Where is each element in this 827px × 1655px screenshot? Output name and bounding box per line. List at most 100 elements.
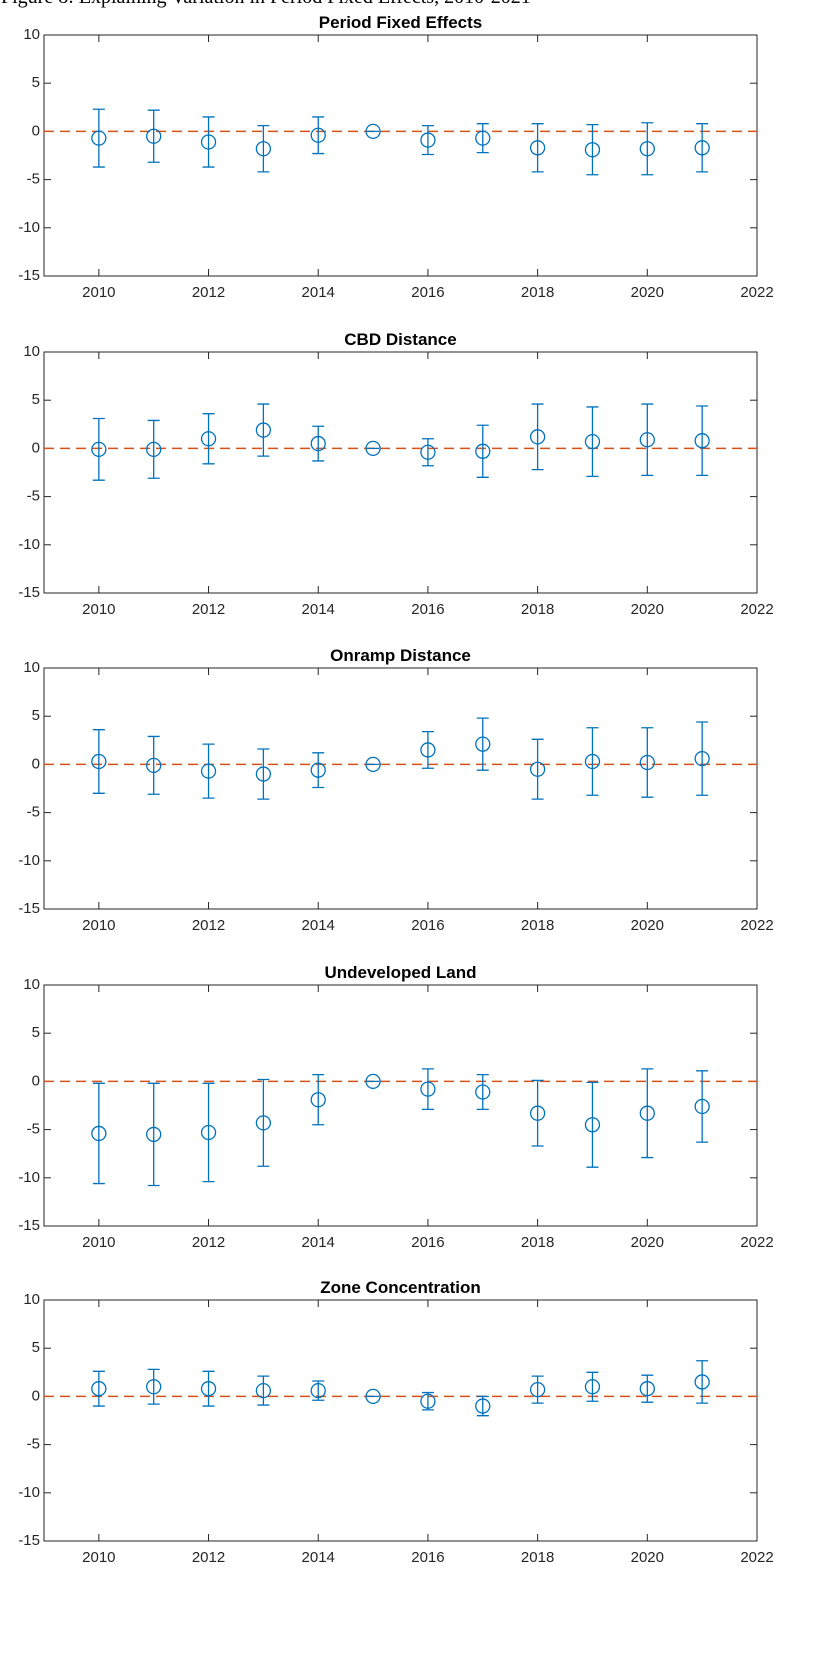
error-bar	[641, 122, 654, 176]
point	[310, 435, 326, 452]
y-tick-label: -5	[27, 1121, 40, 1138]
point	[200, 134, 217, 150]
error-bar	[147, 735, 160, 795]
error-bar	[257, 748, 270, 800]
error-bar	[257, 1078, 270, 1167]
y-tick-label: -10	[18, 852, 40, 869]
error-bar	[147, 419, 160, 479]
y-tick-label: -10	[18, 536, 40, 553]
error-bar	[421, 730, 434, 769]
point	[146, 128, 162, 144]
y-tick-label: 10	[23, 1291, 40, 1308]
error-bar	[147, 109, 160, 163]
x-tick-label: 2022	[740, 1549, 773, 1566]
error-bar	[641, 1068, 654, 1159]
x-tick-label: 2016	[411, 917, 444, 934]
point	[694, 1098, 710, 1115]
y-tick-label: 5	[32, 1024, 40, 1041]
point	[475, 1084, 491, 1100]
x-tick-label: 2018	[521, 1549, 554, 1566]
point	[584, 1379, 601, 1395]
point	[694, 140, 710, 156]
point	[310, 1382, 326, 1399]
error-bar	[92, 1370, 105, 1407]
point	[694, 750, 710, 767]
point	[365, 1388, 381, 1405]
x-tick-label: 2014	[302, 1234, 335, 1251]
axes-box	[43, 1299, 758, 1542]
error-bar	[586, 727, 599, 796]
error-bar	[147, 1368, 160, 1405]
point	[255, 1115, 272, 1131]
x-tick-label: 2010	[82, 601, 115, 618]
x-tick-label: 2022	[740, 1234, 773, 1251]
point	[420, 1081, 436, 1097]
x-tick-label: 2016	[411, 601, 444, 618]
point	[146, 441, 162, 458]
y-tick-label: -15	[18, 900, 40, 917]
error-bar	[421, 1391, 434, 1411]
point	[310, 1092, 326, 1108]
error-bar	[641, 1374, 654, 1403]
point	[200, 431, 217, 447]
point	[475, 443, 491, 459]
x-tick-label: 2018	[521, 284, 554, 301]
point	[91, 753, 107, 770]
y-tick-label: -5	[27, 488, 40, 505]
error-bar	[312, 1074, 325, 1126]
error-bar	[696, 1360, 709, 1404]
panel-title: Undeveloped Land	[324, 963, 476, 982]
error-bar	[696, 123, 709, 173]
x-tick-label: 2014	[302, 1549, 335, 1566]
point	[420, 132, 436, 148]
x-tick-label: 2022	[740, 917, 773, 934]
error-bar	[202, 1370, 215, 1407]
point	[200, 1124, 217, 1141]
x-tick-label: 2016	[411, 1549, 444, 1566]
y-tick-label: -15	[18, 1217, 40, 1234]
point	[694, 1374, 710, 1390]
point	[91, 1125, 107, 1142]
x-tick-label: 2022	[740, 284, 773, 301]
error-bar	[476, 1074, 489, 1111]
x-tick-label: 2010	[82, 1234, 115, 1251]
x-tick-label: 2016	[411, 284, 444, 301]
y-tick-label: 10	[23, 343, 40, 360]
x-tick-label: 2018	[521, 917, 554, 934]
point	[365, 440, 381, 457]
error-bar	[421, 1068, 434, 1111]
point	[420, 742, 436, 758]
point	[694, 433, 710, 449]
point	[91, 130, 107, 146]
point	[91, 1381, 107, 1397]
point	[146, 1379, 162, 1395]
error-bar	[202, 743, 215, 799]
point	[146, 757, 162, 774]
error-bar	[531, 123, 544, 173]
x-tick-label: 2012	[192, 284, 225, 301]
point	[146, 1126, 162, 1143]
point	[584, 434, 601, 450]
point	[639, 1105, 655, 1121]
y-tick-label: 0	[32, 1387, 40, 1404]
y-tick-label: -5	[27, 804, 40, 821]
error-bar	[312, 425, 325, 462]
point	[639, 1381, 655, 1397]
x-tick-label: 2014	[302, 917, 335, 934]
error-bar	[202, 116, 215, 168]
x-tick-label: 2012	[192, 917, 225, 934]
y-tick-label: -15	[18, 1532, 40, 1549]
y-tick-label: -5	[27, 1436, 40, 1453]
y-tick-label: 0	[32, 755, 40, 772]
error-bar	[312, 752, 325, 789]
point	[529, 140, 546, 156]
point	[529, 1382, 546, 1398]
axes-box	[43, 34, 758, 277]
y-tick-label: 0	[32, 122, 40, 139]
point	[365, 1073, 381, 1090]
error-bar	[476, 123, 489, 154]
error-bar	[202, 413, 215, 465]
error-bar	[202, 1082, 215, 1183]
point	[200, 1381, 217, 1397]
y-tick-label: 10	[23, 26, 40, 43]
